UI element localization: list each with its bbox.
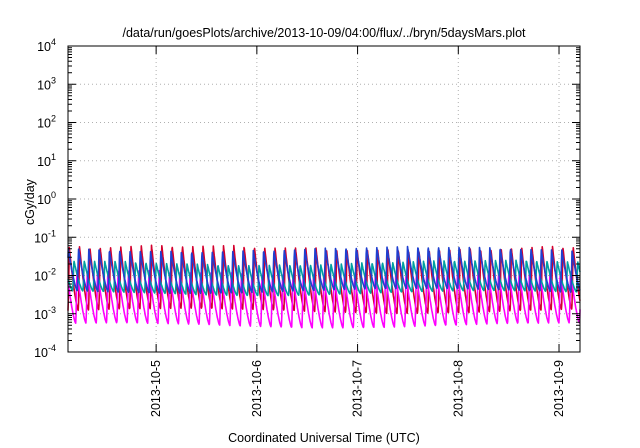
y-tick-label: 101 — [37, 152, 56, 169]
y-tick-label: 10-3 — [34, 305, 56, 322]
y-tick-label: 103 — [37, 75, 56, 92]
y-tick-label: 100 — [37, 190, 56, 207]
y-tick-label: 10-1 — [34, 228, 56, 245]
y-tick-label: 102 — [37, 114, 56, 131]
x-tick-label: 2013-10-5 — [149, 360, 163, 417]
x-tick-label: 2013-10-7 — [351, 360, 365, 417]
y-tick-label: 10-4 — [34, 343, 56, 360]
y-tick-label: 10-2 — [34, 267, 56, 284]
y-tick-label: 104 — [37, 37, 56, 54]
x-tick-label: 2013-10-9 — [552, 360, 566, 417]
series-lines — [67, 244, 581, 329]
x-tick-label: 2013-10-6 — [250, 360, 264, 417]
series-line-4 — [67, 245, 581, 295]
axis-ticks: 10-4 10-3 10-2 10-1 100 101 102 103 104 2013-10-5… — [34, 37, 580, 417]
x-tick-label: 2013-10-8 — [451, 360, 465, 417]
plot-frame — [67, 45, 581, 353]
chart-title: /data/run/goesPlots/archive/2013-10-09/0… — [122, 26, 526, 40]
x-axis-label: Coordinated Universal Time (UTC) — [228, 431, 420, 445]
y-axis-label: cGy/day — [23, 178, 37, 225]
